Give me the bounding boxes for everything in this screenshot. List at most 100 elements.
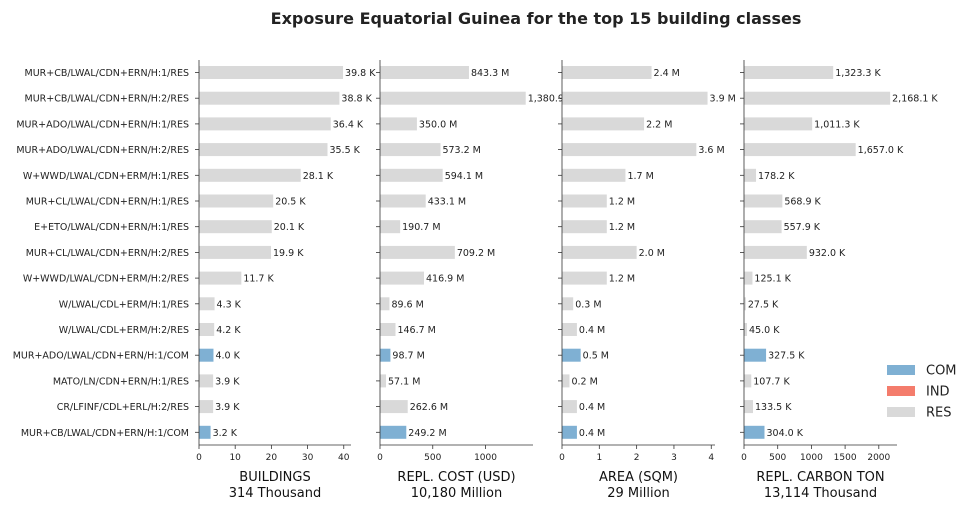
- value-label: 3.9 K: [215, 402, 240, 413]
- bar: [744, 91, 891, 105]
- x-tick-label: 40: [338, 453, 350, 463]
- value-label: 350.0 M: [419, 119, 457, 130]
- value-label: 304.0 K: [766, 428, 803, 439]
- value-label: 107.7 K: [753, 376, 790, 387]
- value-label: 843.3 M: [471, 68, 509, 79]
- x-axis-label: REPL. CARBON TON: [756, 470, 884, 485]
- value-label: 133.5 K: [755, 402, 792, 413]
- value-label: 416.9 M: [426, 274, 464, 285]
- category-label: MUR+ADO/LWAL/CDN+ERN/H:1/COM: [13, 351, 189, 362]
- x-tick-label: 1000: [474, 453, 497, 463]
- value-label: 568.9 K: [784, 197, 821, 208]
- bar: [199, 91, 340, 105]
- legend-label: COM: [926, 364, 957, 379]
- bar: [380, 297, 390, 311]
- value-label: 0.4 M: [579, 402, 605, 413]
- category-label: MUR+CL/LWAL/CDN+ERN/H:1/RES: [26, 197, 189, 208]
- value-label: 57.1 M: [388, 376, 420, 387]
- bar: [380, 220, 401, 234]
- value-label: 0.2 M: [571, 376, 597, 387]
- value-label: 146.7 M: [397, 325, 435, 336]
- value-label: 4.0 K: [215, 351, 240, 362]
- value-label: 2.4 M: [654, 68, 680, 79]
- x-tick-label: 3: [671, 453, 677, 463]
- bar: [744, 245, 807, 259]
- category-label: MUR+CL/LWAL/CDN+ERN/H:2/RES: [26, 248, 189, 259]
- value-label: 125.1 K: [754, 274, 791, 285]
- x-tick-label: 500: [424, 453, 441, 463]
- bar: [744, 400, 753, 414]
- x-tick-label: 2000: [867, 453, 890, 463]
- legend-swatch: [887, 365, 915, 375]
- x-tick-label: 1000: [800, 453, 823, 463]
- bar: [199, 348, 214, 362]
- bar: [380, 348, 391, 362]
- value-label: 45.0 K: [749, 325, 780, 336]
- bar: [199, 220, 272, 234]
- bar: [562, 374, 570, 388]
- value-label: 35.5 K: [329, 145, 360, 156]
- legend: COM IND RES: [887, 364, 957, 421]
- value-label: 38.8 K: [341, 94, 372, 105]
- value-label: 594.1 M: [445, 171, 483, 182]
- x-axis-total: 314 Thousand: [229, 486, 322, 501]
- x-tick-label: 1: [596, 453, 602, 463]
- value-label: 573.2 M: [442, 145, 480, 156]
- bar: [744, 220, 782, 234]
- x-tick-label: 30: [302, 453, 314, 463]
- bar: [562, 323, 577, 336]
- x-tick-label: 0: [559, 453, 565, 463]
- legend-label: IND: [926, 385, 950, 400]
- bar: [199, 425, 211, 439]
- x-tick-label: 500: [769, 453, 786, 463]
- x-tick-label: 20: [266, 453, 278, 463]
- bar: [562, 66, 652, 79]
- bar: [199, 297, 215, 311]
- panel-3: 2.4 M 3.9 M 2.2 M 3.6 M 1.7 M 1.2 M 1.2 M 2.0 M…: [558, 60, 736, 501]
- bar: [562, 271, 607, 285]
- category-label: W+WWD/LWAL/CDN+ERM/H:2/RES: [23, 274, 189, 285]
- bar: [744, 66, 834, 79]
- value-label: 2.2 M: [646, 119, 672, 130]
- category-label: W+WWD/LWAL/CDN+ERM/H:1/RES: [23, 171, 189, 182]
- value-label: 557.9 K: [784, 222, 821, 233]
- x-tick-label: 0: [741, 453, 747, 463]
- bar: [562, 194, 607, 208]
- bar: [380, 400, 408, 414]
- bar: [562, 245, 637, 259]
- bar: [199, 66, 344, 79]
- value-label: 0.3 M: [575, 299, 601, 310]
- x-axis-total: 13,114 Thousand: [764, 486, 877, 501]
- bar: [199, 245, 272, 259]
- bar: [744, 271, 753, 285]
- panel-4: 1,323.3 K 2,168.1 K 1,011.3 K 1,657.0 K 178.…: [740, 60, 938, 501]
- value-label: 20.5 K: [275, 197, 306, 208]
- category-label: MUR+CB/LWAL/CDN+ERN/H:1/COM: [21, 428, 189, 439]
- value-label: 2,168.1 K: [892, 94, 938, 105]
- value-label: 249.2 M: [408, 428, 446, 439]
- x-tick-label: 10: [229, 453, 241, 463]
- x-tick-label: 2: [634, 453, 640, 463]
- value-label: 3.6 M: [698, 145, 724, 156]
- value-label: 327.5 K: [768, 351, 805, 362]
- bar: [744, 117, 813, 131]
- value-label: 2.0 M: [639, 248, 665, 259]
- panel-1: 39.8 K 38.8 K 36.4 K 35.5 K 28.1 K 20.5 K 20.1…: [195, 60, 376, 501]
- legend-swatch: [887, 386, 915, 396]
- bar: [744, 168, 757, 182]
- x-axis-label: REPL. COST (USD): [397, 470, 515, 485]
- bar: [380, 168, 443, 182]
- bar: [199, 194, 274, 208]
- bar: [199, 271, 242, 285]
- value-label: 178.2 K: [758, 171, 795, 182]
- value-label: 0.4 M: [579, 325, 605, 336]
- bar: [744, 143, 856, 157]
- value-label: 27.5 K: [748, 299, 779, 310]
- value-label: 3.2 K: [213, 428, 238, 439]
- value-label: 433.1 M: [428, 197, 466, 208]
- category-label: MUR+CB/LWAL/CDN+ERN/H:1/RES: [25, 68, 190, 79]
- value-label: 1.2 M: [609, 222, 635, 233]
- value-label: 0.5 M: [583, 351, 609, 362]
- x-tick-label: 0: [196, 453, 202, 463]
- chart-panels: 39.8 K 38.8 K 36.4 K 35.5 K 28.1 K 20.5 K 20.1…: [195, 60, 938, 501]
